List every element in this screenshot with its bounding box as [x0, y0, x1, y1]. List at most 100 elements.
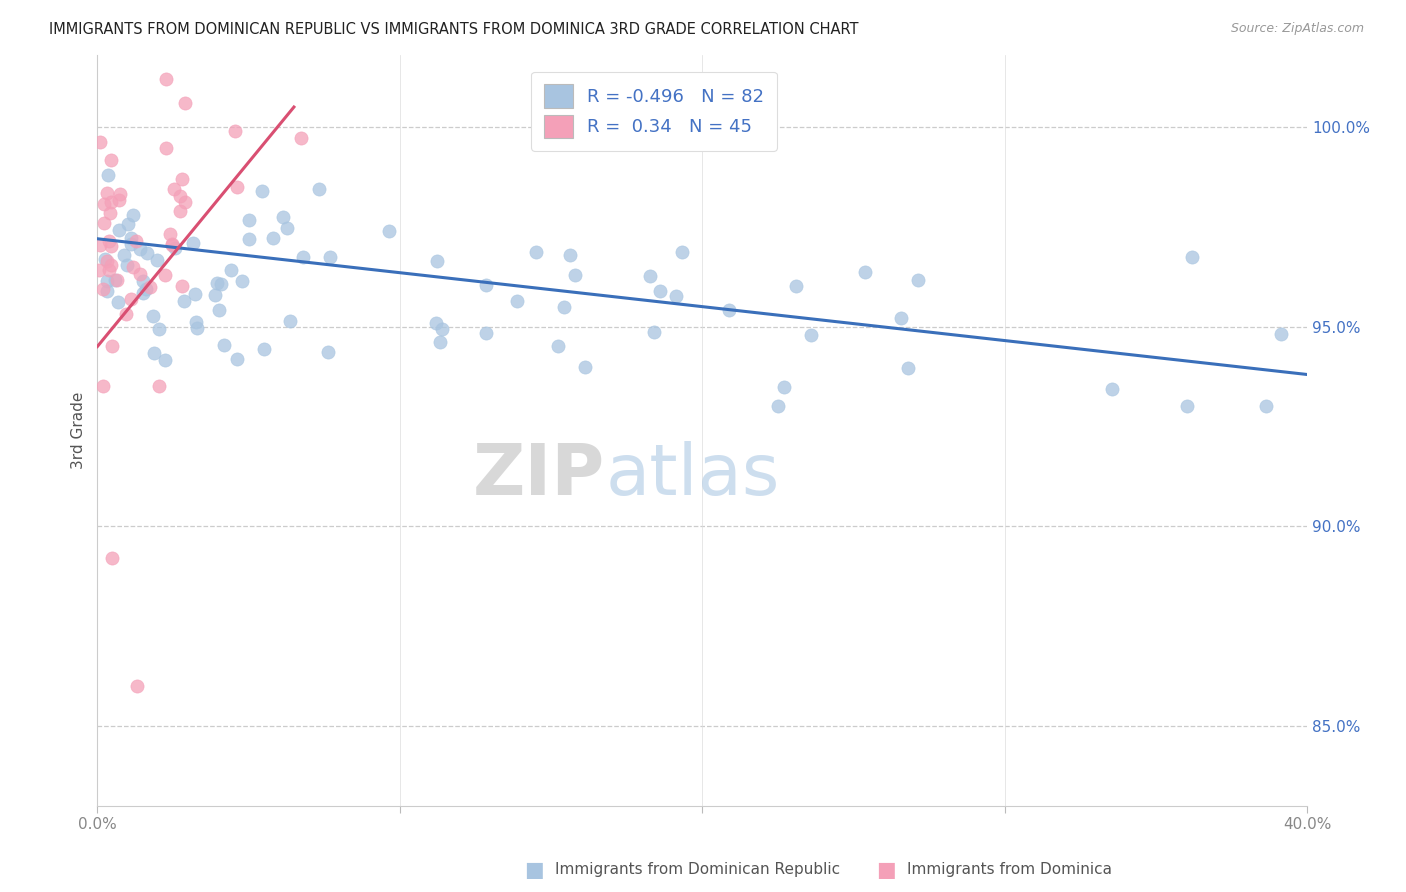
- Point: [174, 194, 197, 209]
- Point: [290, 131, 312, 145]
- Point: [205, 276, 228, 290]
- Point: [897, 360, 920, 375]
- Point: [148, 322, 170, 336]
- Point: [250, 184, 273, 198]
- Point: [172, 172, 194, 186]
- Point: [165, 241, 187, 255]
- Point: [204, 287, 226, 301]
- Point: [291, 251, 314, 265]
- Point: [122, 260, 145, 274]
- Point: [209, 277, 232, 291]
- Point: [553, 300, 575, 314]
- Point: [93, 197, 115, 211]
- Point: [132, 274, 155, 288]
- Point: [172, 279, 194, 293]
- Text: ■: ■: [524, 860, 544, 880]
- Point: [155, 72, 177, 87]
- Point: [117, 259, 139, 273]
- Point: [129, 242, 152, 256]
- Point: [276, 221, 298, 235]
- Point: [124, 234, 146, 248]
- Point: [474, 326, 496, 341]
- Point: [104, 272, 127, 286]
- Point: [153, 352, 176, 367]
- Point: [145, 253, 167, 268]
- Point: [238, 232, 260, 246]
- Point: [665, 289, 688, 303]
- Y-axis label: 3rd Grade: 3rd Grade: [72, 392, 86, 469]
- Point: [138, 280, 160, 294]
- Point: [97, 234, 120, 248]
- Text: ZIP: ZIP: [474, 441, 606, 510]
- Point: [316, 345, 339, 359]
- Point: [475, 277, 498, 292]
- Point: [506, 293, 529, 308]
- Point: [671, 245, 693, 260]
- Point: [94, 252, 117, 266]
- Legend: R = -0.496   N = 82, R =  0.34   N = 45: R = -0.496 N = 82, R = 0.34 N = 45: [531, 71, 776, 151]
- Point: [262, 231, 284, 245]
- Point: [207, 302, 229, 317]
- Text: IMMIGRANTS FROM DOMINICAN REPUBLIC VS IMMIGRANTS FROM DOMINICA 3RD GRADE CORRELA: IMMIGRANTS FROM DOMINICAN REPUBLIC VS IM…: [49, 22, 859, 37]
- Point: [186, 321, 208, 335]
- Point: [93, 379, 115, 393]
- Point: [142, 310, 165, 324]
- Point: [100, 153, 122, 167]
- Point: [773, 380, 796, 394]
- Point: [1175, 400, 1198, 414]
- Point: [238, 212, 260, 227]
- Point: [181, 236, 204, 251]
- Point: [907, 273, 929, 287]
- Point: [547, 339, 569, 353]
- Point: [225, 351, 247, 366]
- Text: Source: ZipAtlas.com: Source: ZipAtlas.com: [1230, 22, 1364, 36]
- Point: [117, 217, 139, 231]
- Point: [564, 268, 586, 282]
- Point: [89, 238, 111, 252]
- Point: [115, 307, 138, 321]
- Point: [186, 315, 208, 329]
- Point: [212, 338, 235, 352]
- Text: Immigrants from Dominican Republic: Immigrants from Dominican Republic: [555, 863, 841, 877]
- Point: [100, 258, 122, 272]
- Point: [226, 180, 249, 194]
- Point: [159, 227, 181, 241]
- Point: [219, 263, 242, 277]
- Point: [280, 314, 302, 328]
- Point: [173, 294, 195, 309]
- Point: [174, 95, 197, 110]
- Point: [853, 265, 876, 279]
- Point: [120, 237, 142, 252]
- Point: [638, 269, 661, 284]
- Point: [100, 239, 122, 253]
- Point: [107, 294, 129, 309]
- Point: [169, 188, 191, 202]
- Point: [648, 284, 671, 298]
- Text: Immigrants from Dominica: Immigrants from Dominica: [907, 863, 1112, 877]
- Point: [96, 254, 118, 268]
- Point: [184, 286, 207, 301]
- Point: [89, 262, 111, 277]
- Point: [108, 193, 131, 207]
- Point: [93, 216, 115, 230]
- Point: [426, 254, 449, 268]
- Point: [524, 245, 547, 260]
- Point: [224, 124, 246, 138]
- Point: [108, 223, 131, 237]
- Point: [120, 292, 142, 306]
- Point: [131, 285, 153, 300]
- Point: [96, 285, 118, 299]
- Point: [1270, 326, 1292, 341]
- Point: [560, 248, 582, 262]
- Point: [128, 267, 150, 281]
- Point: [574, 359, 596, 374]
- Point: [1181, 250, 1204, 264]
- Point: [155, 141, 177, 155]
- Point: [143, 346, 166, 360]
- Point: [766, 400, 789, 414]
- Point: [429, 334, 451, 349]
- Point: [425, 316, 447, 330]
- Point: [169, 203, 191, 218]
- Point: [89, 135, 111, 149]
- Point: [108, 187, 131, 202]
